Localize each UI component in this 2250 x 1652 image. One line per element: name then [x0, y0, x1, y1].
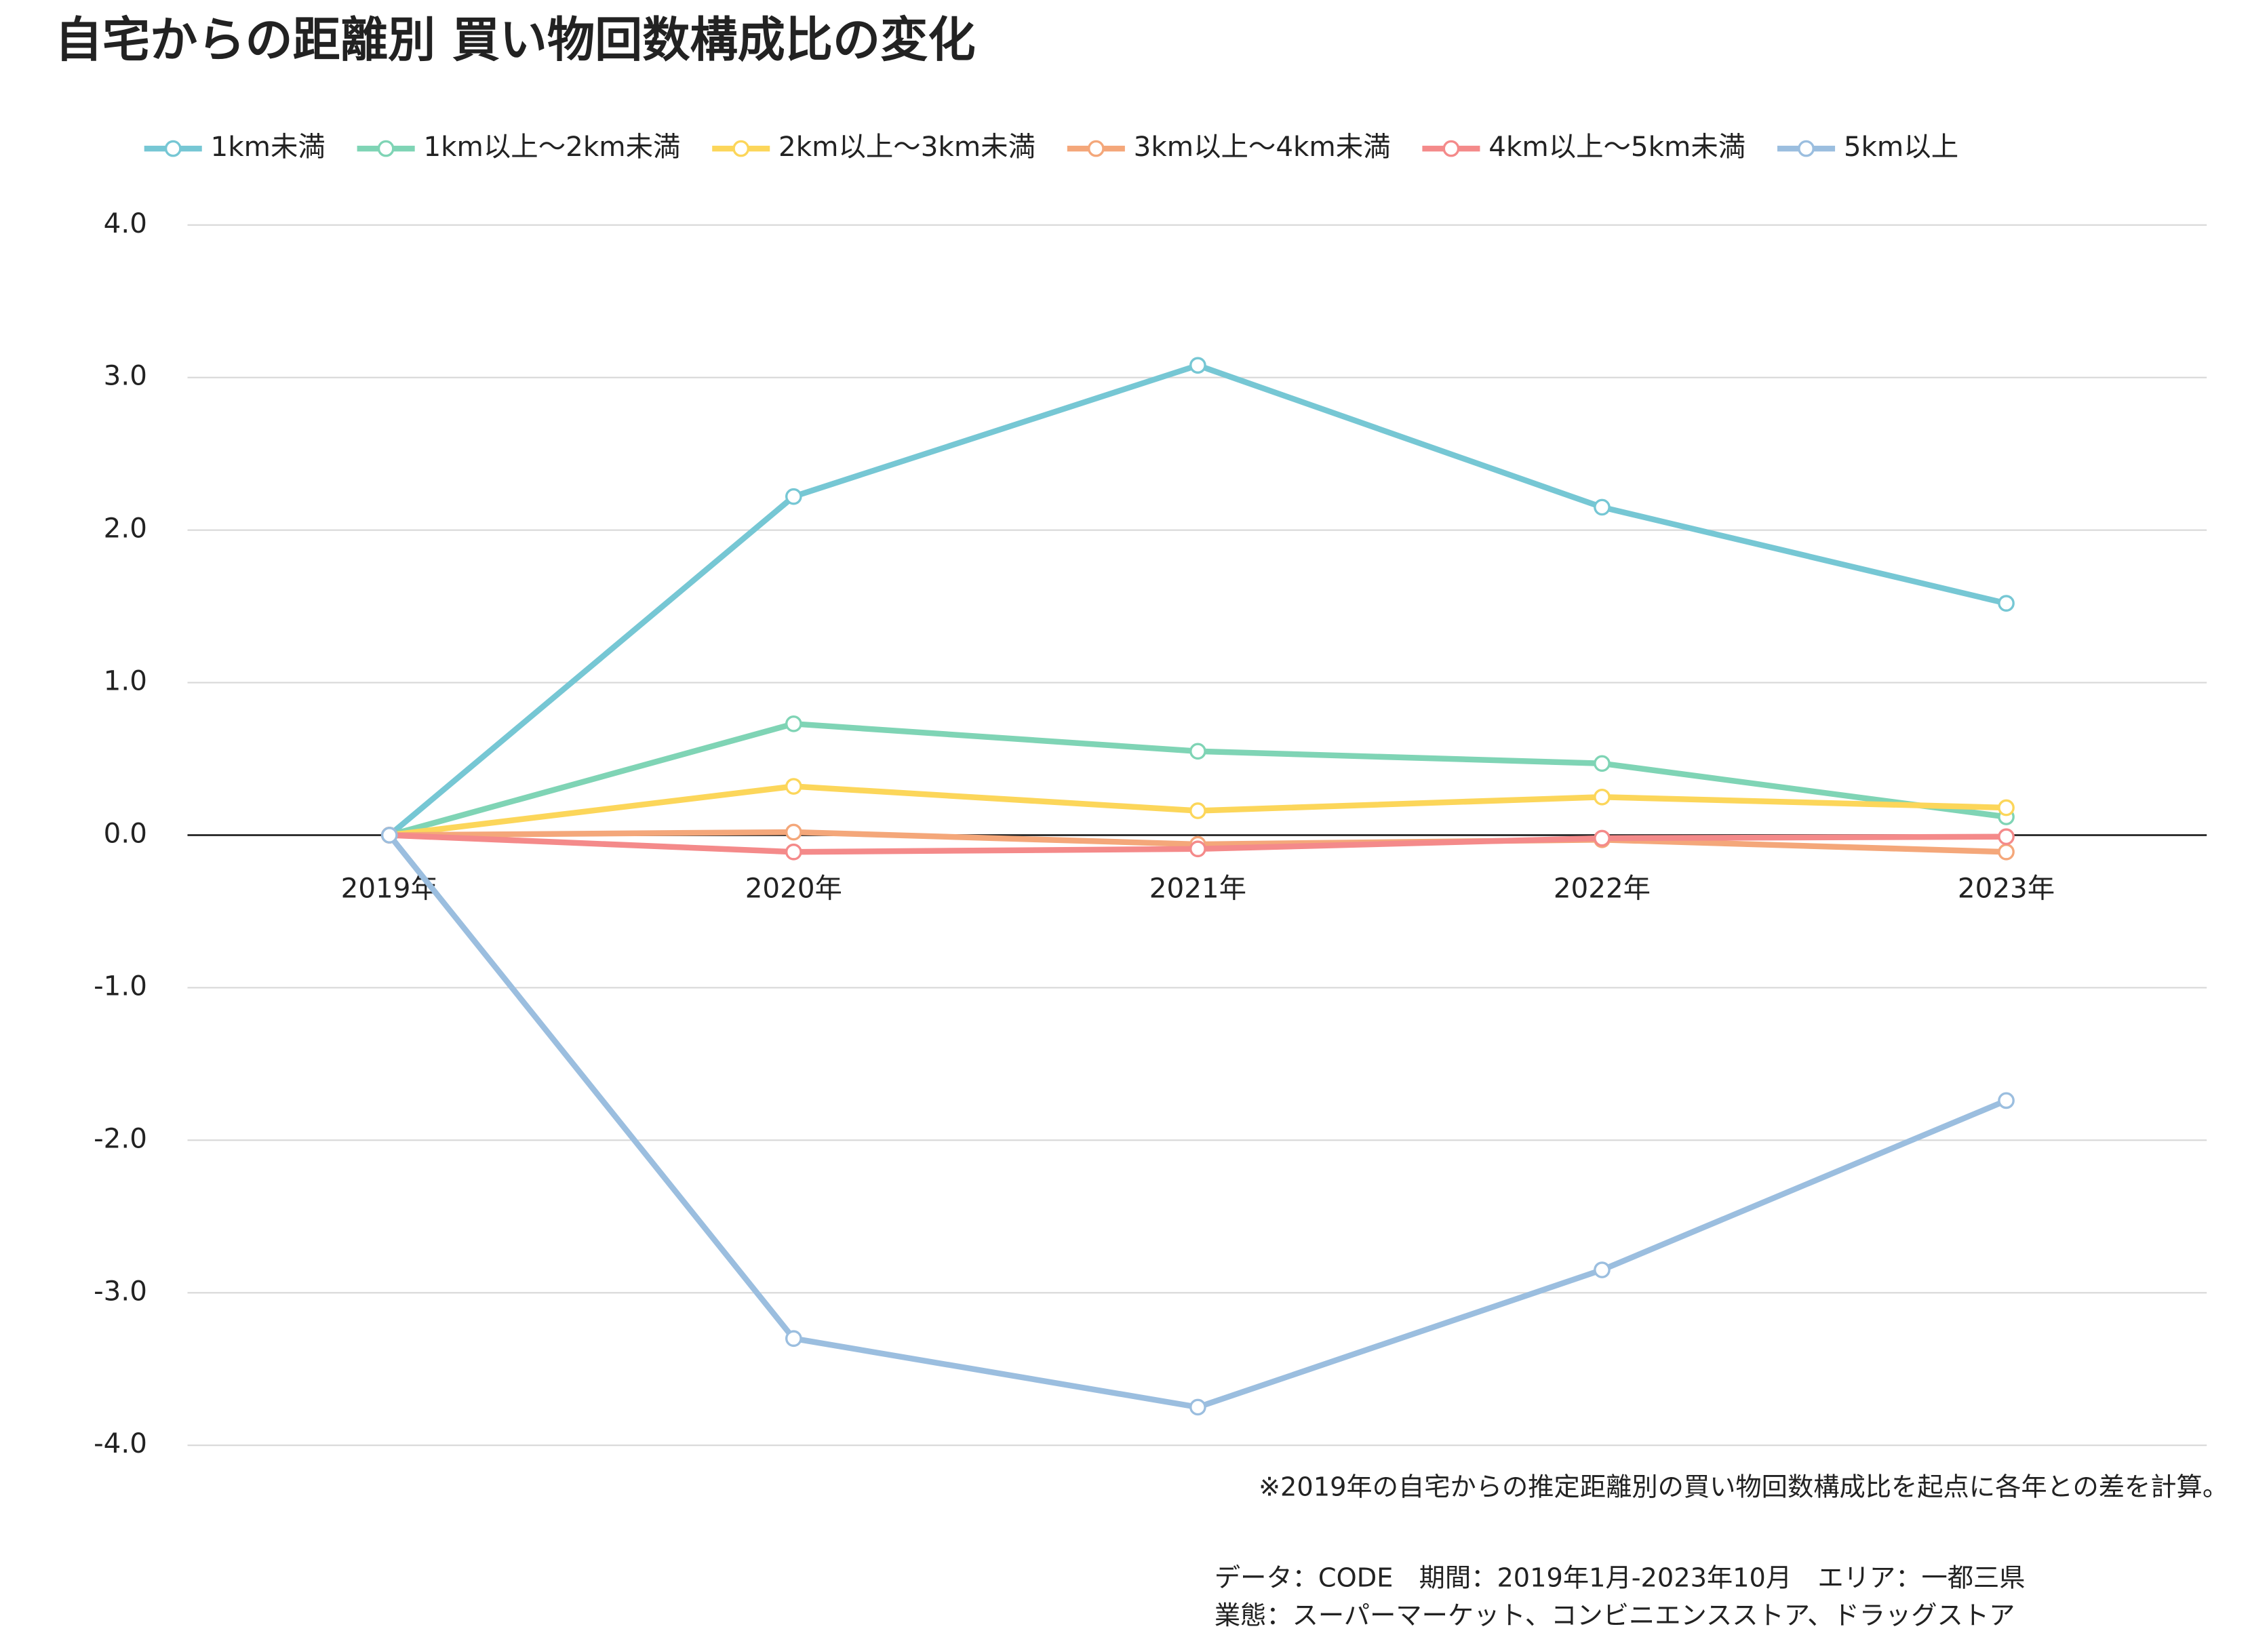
data-point — [1189, 357, 1206, 374]
data-point — [1189, 1398, 1206, 1416]
data-point — [1998, 1092, 2015, 1109]
y-tick-label: -4.0 — [94, 1427, 147, 1459]
y-tick-label: -2.0 — [94, 1122, 147, 1154]
data-point — [785, 488, 802, 505]
y-tick-label: 2.0 — [104, 512, 147, 545]
data-point — [1998, 828, 2015, 846]
y-tick-label: 4.0 — [104, 207, 147, 239]
legend-marker — [1088, 140, 1105, 157]
legend-marker — [732, 140, 750, 157]
legend-label: 3km以上～4km未満 — [1134, 130, 1391, 163]
data-point — [1594, 788, 1611, 806]
data-point — [1594, 1261, 1611, 1278]
legend-label: 1km未満 — [211, 130, 325, 163]
y-tick-label: -3.0 — [94, 1274, 147, 1307]
data-point — [1594, 829, 1611, 847]
legend-marker — [164, 140, 182, 157]
y-tick-label: 0.0 — [104, 817, 147, 850]
data-point — [785, 1330, 802, 1348]
legend-marker — [377, 140, 395, 157]
x-tick-label: 2021年 — [1149, 871, 1246, 904]
y-tick-label: 3.0 — [104, 359, 147, 392]
data-point — [1189, 802, 1206, 819]
data-point — [785, 778, 802, 795]
data-point — [1189, 743, 1206, 760]
data-point — [380, 827, 398, 844]
x-tick-label: 2023年 — [1958, 871, 2055, 904]
source: データ：CODE 期間：2019年1月-2023年10月 エリア：一都三県 — [1215, 1562, 2026, 1593]
legend-label: 1km以上～2km未満 — [423, 130, 680, 163]
data-point — [1998, 843, 2015, 861]
legend-label: 5km以上 — [1844, 130, 1958, 163]
data-point — [785, 715, 802, 732]
chart-title: 自宅からの距離別 買い物回数構成比の変化 — [55, 12, 976, 68]
data-point — [1594, 498, 1611, 516]
series-line — [387, 362, 2007, 838]
x-tick-label: 2022年 — [1554, 871, 1651, 904]
y-tick-label: 1.0 — [104, 665, 147, 697]
series-line — [387, 833, 2008, 1411]
data-point — [1189, 840, 1206, 858]
data-point — [1594, 755, 1611, 772]
legend-label: 2km以上～3km未満 — [778, 130, 1035, 163]
data-point — [1998, 595, 2015, 612]
footnote: ※2019年の自宅からの推定距離別の買い物回数構成比を起点に各年との差を計算。 — [1259, 1472, 2228, 1503]
data-point — [785, 843, 802, 861]
y-tick-label: -1.0 — [94, 969, 147, 1002]
legend-label: 4km以上～5km未満 — [1488, 130, 1745, 163]
data-point — [1998, 799, 2015, 817]
source: 業態：スーパーマーケット、コンビニエンスストア、ドラッグストア — [1215, 1600, 2015, 1631]
legend-marker — [1798, 140, 1815, 157]
legend-marker — [1442, 140, 1460, 157]
data-point — [785, 823, 802, 841]
x-tick-label: 2020年 — [745, 871, 842, 904]
